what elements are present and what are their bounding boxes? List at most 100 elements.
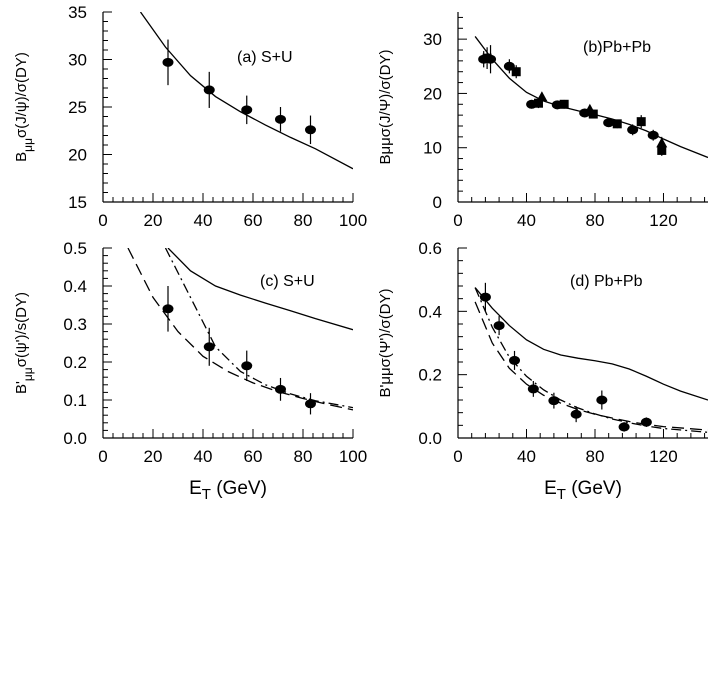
panel-annotation: (b)Pb+Pb [583, 39, 651, 56]
x-tick-label: 80 [294, 211, 313, 230]
data-point-square [657, 145, 667, 155]
y-axis-label-rest: σ(ψ')/s(DY) [13, 292, 30, 367]
data-point-triangle [656, 137, 668, 148]
data-point-square [612, 119, 622, 129]
data-point [596, 395, 608, 405]
x-tick-label: 40 [517, 211, 536, 230]
x-tick-label: 0 [98, 447, 107, 466]
y-tick-label: 20 [423, 84, 442, 103]
x-axis-label-sub: T [202, 486, 211, 503]
x-tick-label: 0 [453, 447, 462, 466]
data-point [162, 57, 174, 67]
data-point [203, 342, 215, 352]
data-point [275, 384, 286, 394]
data-point [275, 114, 286, 124]
data-point [241, 105, 253, 115]
panel-annotation: (d) Pb+Pb [570, 273, 643, 290]
x-tick-label: 100 [339, 211, 367, 230]
x-tick-label: 20 [144, 211, 163, 230]
y-tick-label: 0.4 [63, 277, 87, 296]
data-point [479, 292, 491, 302]
y-tick-label: 30 [423, 30, 442, 49]
y-tick-label: 35 [68, 3, 87, 22]
y-tick-label: 15 [68, 193, 87, 212]
data-point [305, 125, 316, 135]
data-point [627, 125, 639, 135]
data-point [647, 130, 659, 140]
x-tick-label: 0 [453, 211, 462, 230]
panel-annotation: (c) S+U [260, 273, 315, 290]
data-point [527, 384, 539, 394]
y-tick-label: 0 [433, 193, 442, 212]
data-point-square [559, 99, 569, 109]
y-axis-label-main: Bμμσ(J/Ψ)/σ(DY) [377, 50, 394, 165]
data-point-square [533, 98, 543, 108]
panel-b: 0 10 20 30 0 40 80 120 (b)Pb+Pb Bμμσ(J/Ψ)/σ(DY) [377, 12, 708, 230]
data-point [603, 118, 615, 128]
y-tick-label: 0.3 [63, 315, 87, 334]
y-tick-label: 0.4 [418, 302, 442, 321]
curve-solid [474, 287, 708, 401]
x-tick-label: 40 [194, 447, 213, 466]
data-point [241, 361, 253, 371]
x-axis-label-sub: T [557, 486, 566, 503]
data-point [548, 396, 560, 406]
curve-solid [167, 248, 353, 331]
data-point [640, 417, 652, 427]
y-axis-label-main: B'μμσ(Ψ')/σ(DY) [377, 288, 394, 397]
y-tick-label: 25 [68, 98, 87, 117]
panel-a: 15 20 25 30 35 0 20 40 60 80 100 (a) S+U Bμμσ(J/ψ)/σ… [13, 3, 367, 230]
data-point [493, 321, 505, 331]
data-point [509, 355, 521, 365]
y-tick-label: 0.5 [63, 239, 87, 258]
data-point-triangle [536, 91, 548, 102]
y-tick-label: 0.0 [418, 429, 442, 448]
data-point-square [482, 53, 492, 63]
panel-annotation: (a) S+U [237, 49, 293, 66]
y-tick-label: 20 [68, 146, 87, 165]
data-point [618, 422, 630, 432]
data-point-triangle [584, 103, 596, 114]
panel-c: 0.0 0.1 0.2 0.3 0.4 0.5 0 20 40 60 80 100 (c) S+U B'μ… [13, 239, 367, 503]
y-tick-label: 0.1 [63, 391, 87, 410]
curve-dashed [474, 301, 708, 431]
x-axis-label: ET (GeV) [544, 478, 622, 503]
curve-dashed [127, 248, 353, 411]
data-point-square [588, 109, 598, 119]
x-tick-label: 40 [194, 211, 213, 230]
y-tick-label: 0.2 [63, 353, 87, 372]
x-tick-label: 80 [586, 211, 605, 230]
data-point [305, 399, 316, 409]
y-tick-label: 0.6 [418, 239, 442, 258]
x-axis-label-main: E [189, 478, 202, 499]
x-tick-label: 120 [649, 447, 677, 466]
x-tick-label: 0 [98, 211, 107, 230]
y-axis-label: B'μμσ(ψ')/s(DY) [13, 292, 35, 394]
x-tick-label: 20 [144, 447, 163, 466]
x-axis-label: ET (GeV) [189, 478, 267, 503]
panel-d: 0.0 0.2 0.4 0.6 0 40 80 120 (d) Pb+Pb B'μμσ(Ψ')/σ… [377, 239, 708, 503]
y-tick-label: 10 [423, 139, 442, 158]
y-tick-label: 0.2 [418, 366, 442, 385]
y-tick-label: 0.0 [63, 429, 87, 448]
y-axis-label-main: B' [13, 381, 30, 394]
curve-solid [139, 12, 353, 170]
y-axis-label: B'μμσ(Ψ')/σ(DY) [377, 288, 394, 397]
y-axis-label-main: B [13, 152, 30, 162]
data-point [203, 85, 215, 95]
y-axis-label-rest: σ(J/ψ)/σ(DY) [13, 52, 30, 138]
y-axis-label-sub: μμ [21, 367, 35, 381]
data-point-square [511, 67, 521, 77]
x-tick-label: 80 [294, 447, 313, 466]
x-tick-label: 80 [586, 447, 605, 466]
y-axis-label: Bμμσ(J/ψ)/σ(DY) [13, 52, 35, 162]
y-axis-label: Bμμσ(J/Ψ)/σ(DY) [377, 50, 394, 165]
x-axis-label-rest: (GeV) [566, 478, 622, 499]
x-tick-label: 40 [517, 447, 536, 466]
x-tick-label: 60 [244, 447, 263, 466]
x-tick-label: 100 [339, 447, 367, 466]
x-tick-label: 120 [649, 211, 677, 230]
x-axis-label-rest: (GeV) [211, 478, 267, 499]
y-axis-label-sub: μμ [21, 138, 35, 152]
